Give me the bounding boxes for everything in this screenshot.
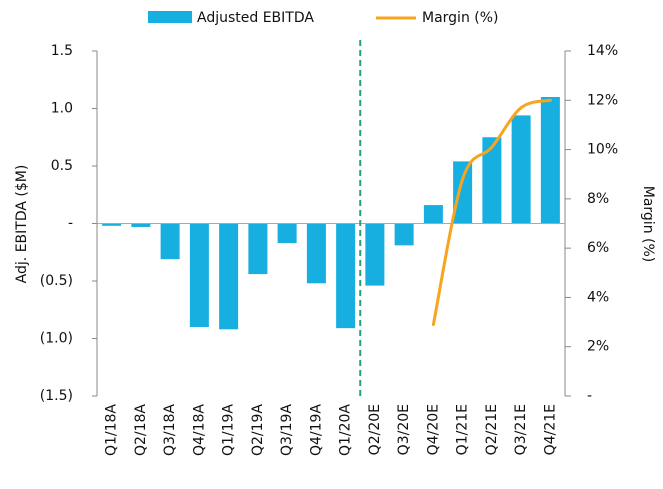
y2-tick-label: 4%	[587, 289, 609, 305]
y2-tick-label: -	[587, 388, 592, 404]
x-tick-label: Q1/19A	[221, 404, 237, 456]
bar	[365, 223, 385, 286]
y2-tick-label: 2%	[587, 339, 609, 355]
legend-swatch	[148, 11, 192, 23]
margin-line	[431, 98, 552, 327]
bar	[189, 223, 209, 327]
bar	[277, 223, 297, 244]
bar	[511, 115, 531, 224]
y-tick-label: 0.5	[51, 158, 73, 174]
bar	[248, 223, 268, 275]
x-tick-label: Q3/19A	[279, 404, 295, 456]
y2-tick-label: 14%	[587, 43, 618, 59]
x-tick-label: Q1/18A	[104, 404, 120, 456]
bar	[160, 223, 180, 260]
bar	[482, 137, 502, 224]
y-axis-label: Adj. EBITDA ($M)	[14, 165, 30, 284]
x-tick-label: Q2/18A	[133, 404, 149, 456]
x-tick-label: Q4/21E	[542, 404, 558, 455]
y2-tick-label: 8%	[587, 191, 609, 207]
x-tick-label: Q2/21E	[484, 404, 500, 455]
x-tick-label: Q3/21E	[513, 404, 529, 455]
bar	[453, 161, 473, 224]
y2-axis-label: Margin (%)	[640, 186, 656, 263]
x-tick-label: Q3/18A	[162, 404, 178, 456]
bar	[131, 223, 151, 227]
x-tick-label: Q2/19A	[250, 404, 266, 456]
x-tick-label: Q4/18A	[191, 404, 207, 456]
y2-tick-label: 6%	[587, 240, 609, 256]
legend-label: Margin (%)	[422, 10, 499, 26]
bar	[423, 205, 443, 224]
y-tick-label: 1.5	[51, 43, 73, 59]
bar	[540, 97, 560, 224]
x-tick-label: Q4/19A	[308, 404, 324, 456]
y-tick-label: -	[68, 216, 73, 232]
legend-label: Adjusted EBITDA	[197, 10, 314, 26]
x-tick-label: Q2/20E	[367, 404, 383, 455]
y2-tick-label: 10%	[587, 142, 618, 158]
bar	[219, 223, 239, 330]
y-tick-label: (1.5)	[40, 388, 73, 404]
x-tick-label: Q4/20E	[425, 404, 441, 455]
bar	[102, 223, 122, 226]
x-tick-label: Q1/21E	[455, 404, 471, 455]
x-tick-label: Q1/20A	[338, 404, 354, 456]
y-tick-label: 1.0	[51, 101, 73, 117]
y2-tick-label: 12%	[587, 92, 618, 108]
bar	[394, 223, 414, 246]
y-tick-label: (1.0)	[40, 331, 73, 347]
y-tick-label: (0.5)	[40, 273, 73, 289]
bar	[336, 223, 356, 329]
x-tick-label: Q3/20E	[396, 404, 412, 455]
bar	[306, 223, 326, 284]
